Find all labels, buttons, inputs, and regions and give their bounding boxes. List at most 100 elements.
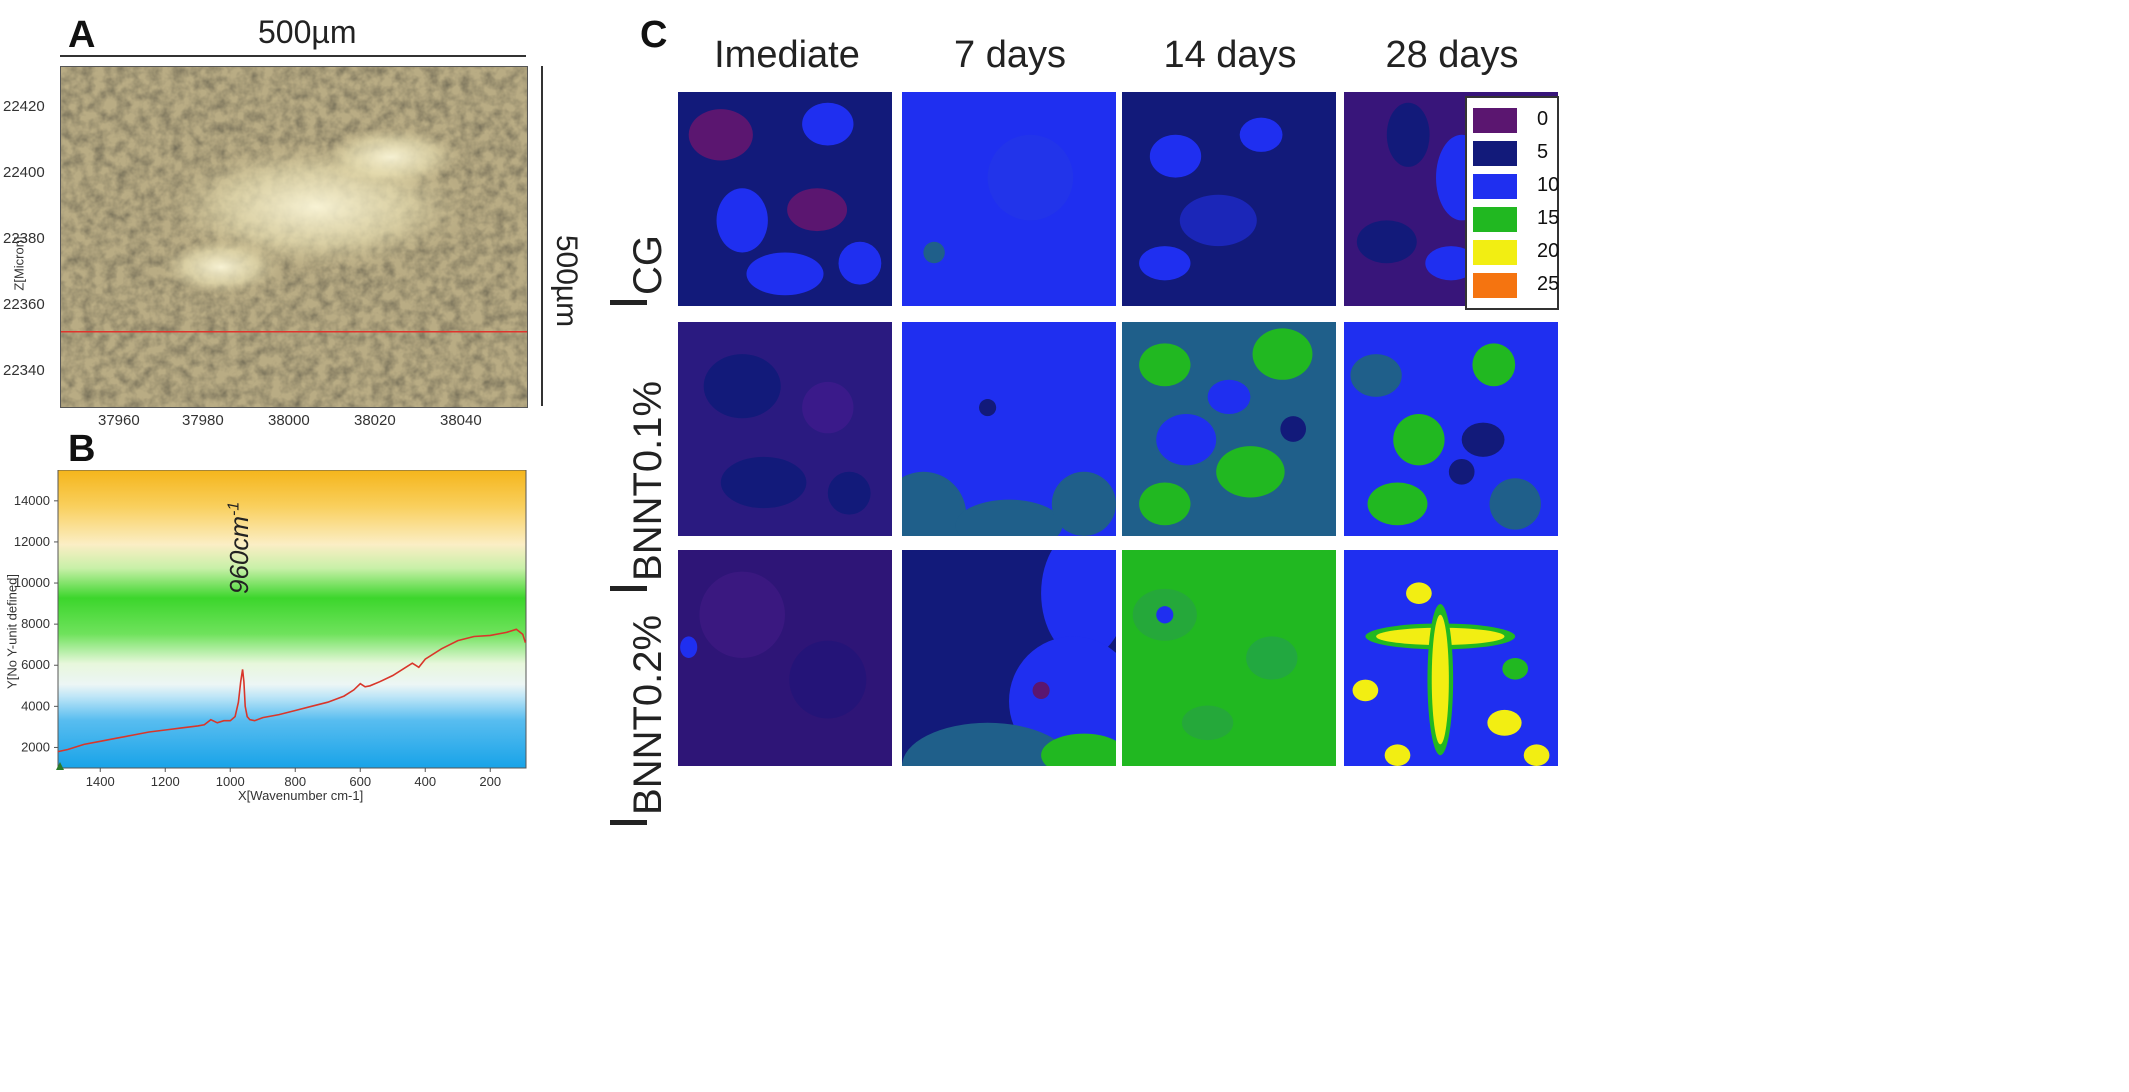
legend-swatch <box>1473 240 1517 265</box>
panel-a-x-tick: 38040 <box>440 412 482 429</box>
heatmap-region <box>1461 422 1505 457</box>
heatmap-region <box>1502 658 1529 680</box>
legend-swatch <box>1473 207 1517 232</box>
panel-c-letter: C <box>640 14 668 56</box>
heatmap-region <box>1032 681 1050 700</box>
heatmap-region <box>802 102 854 146</box>
panel-a-y-tick: 22340 <box>3 362 45 379</box>
heatmap-region <box>1487 709 1522 736</box>
heatmap-region <box>1239 117 1283 152</box>
micrograph-image <box>61 67 527 407</box>
panel-a-letter: A <box>68 14 96 56</box>
heatmap-background <box>678 550 892 766</box>
heatmap-bnnt-0-1-14-days <box>1122 322 1336 536</box>
peak-annotation: 960cm-1 <box>224 502 255 594</box>
panel-a-y-tick: 22400 <box>3 164 45 181</box>
panel-b-y-tick: 6000 <box>21 657 50 672</box>
heatmap-region <box>1156 606 1174 624</box>
heatmap-region <box>1350 354 1402 397</box>
heatmap-cg-imediate <box>678 92 892 306</box>
heatmap-region <box>1431 614 1449 745</box>
heatmap-region <box>1207 379 1251 415</box>
heatmap-region <box>987 134 1074 221</box>
heatmap-bnnt-0-2-7-days <box>902 550 1116 766</box>
panel-b-y-tick: 10000 <box>14 575 50 590</box>
panel-b-x-tick: 800 <box>284 774 306 789</box>
column-header-imediate: Imediate <box>714 34 860 76</box>
heatmap-region <box>802 381 854 434</box>
spectrum-plot: 14000 12000 10000 8000 6000 4000 2000 1400 1200… <box>14 469 527 789</box>
heatmap-background <box>1122 550 1336 766</box>
panel-b-x-tick: 200 <box>479 774 501 789</box>
row-label-base: I <box>599 580 659 596</box>
heatmap-image <box>1344 550 1558 766</box>
heatmap-region <box>703 354 781 419</box>
panel-b-x-tick: 400 <box>414 774 436 789</box>
row-label-bnnt-0-1: IBNNT0.1% <box>598 381 670 596</box>
heatmap-region <box>1181 705 1234 741</box>
heatmap-region <box>1280 416 1307 442</box>
row-label-sub: BNNT0.2% <box>626 614 670 815</box>
heatmap-bnnt-0-2-imediate <box>678 550 892 766</box>
heatmap-image <box>1344 322 1558 536</box>
panel-b-chart: 14000 12000 10000 8000 6000 4000 2000 1400 1200… <box>0 469 540 800</box>
heatmap-image <box>678 550 892 766</box>
heatmap-region <box>1356 220 1417 264</box>
heatmap-image <box>678 322 892 536</box>
heatmap-region <box>1041 733 1116 766</box>
heatmap-region <box>1216 446 1285 498</box>
column-header-28-days: 28 days <box>1385 34 1519 76</box>
row-label-base: I <box>599 294 659 310</box>
heatmap-region <box>1489 478 1541 530</box>
panel-a-x-tick: 38020 <box>354 412 396 429</box>
column-header-14-days: 14 days <box>1163 34 1297 76</box>
panel-b-y-tick: 14000 <box>14 493 50 508</box>
panel-b-letter: B <box>68 428 96 470</box>
heatmap-bnnt-0-1-28-days <box>1344 322 1558 536</box>
heatmap-bnnt-0-1-7-days <box>902 322 1116 536</box>
heatmap-region <box>902 471 967 536</box>
heatmap-region <box>1156 414 1217 466</box>
row-label-sub: CG <box>626 234 670 295</box>
panel-b-y-tick: 12000 <box>14 534 50 549</box>
heatmap-region <box>902 722 1074 766</box>
heatmap-cg-7-days <box>902 92 1116 306</box>
heatmap-region <box>1367 482 1428 526</box>
heatmap-region <box>1252 328 1313 380</box>
heatmap-bnnt-0-2-14-days <box>1122 550 1336 766</box>
legend-swatch <box>1473 108 1517 133</box>
plot-background <box>57 469 527 769</box>
heatmap-region <box>746 252 824 296</box>
heatmap-region <box>1139 343 1191 387</box>
heatmap-region <box>838 241 882 285</box>
panel-b-y-tick: 2000 <box>21 739 50 754</box>
column-header-7-days: 7 days <box>954 34 1066 76</box>
heatmap-image <box>902 550 1116 766</box>
heatmap-region <box>827 471 871 515</box>
heatmap-image <box>1122 322 1336 536</box>
legend-label: 25 <box>1537 273 1560 295</box>
heatmap-region <box>923 241 945 264</box>
spectrum-line <box>57 628 527 753</box>
panel-b-x-tick: 1400 <box>86 774 115 789</box>
heatmap-region <box>1472 343 1516 387</box>
row-label-base: I <box>599 814 659 830</box>
heatmap-region <box>787 188 848 232</box>
heatmap-region <box>1179 194 1257 247</box>
heatmap-region <box>1523 744 1550 766</box>
heatmap-region <box>1386 102 1430 167</box>
legend-label: 20 <box>1537 240 1560 262</box>
row-label-bnnt-0-2: IBNNT0.2% <box>598 615 670 830</box>
panel-a-y-tick: 22380 <box>3 230 45 247</box>
heatmap-region <box>1139 482 1191 526</box>
heatmap-region <box>1139 246 1191 281</box>
legend-label: 5 <box>1537 141 1549 163</box>
panel-a-y-tick: 22360 <box>3 296 45 313</box>
legend-swatch <box>1473 141 1517 166</box>
panel-b-y-tick: 4000 <box>21 698 50 713</box>
panel-a-y-tick: 22420 <box>3 98 45 115</box>
heatmap-region <box>1051 471 1116 536</box>
heatmap-bnnt-0-1-imediate <box>678 322 892 536</box>
heatmap-region <box>979 399 997 417</box>
heatmap-region <box>955 499 1063 536</box>
